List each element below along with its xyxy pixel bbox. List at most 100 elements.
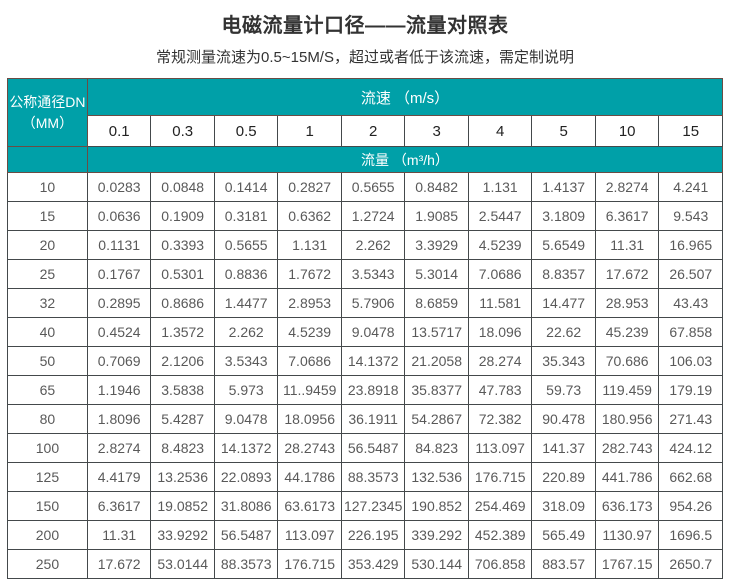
flow-value-cell: 43.43 (658, 288, 724, 318)
table-row-dn-80: 80 1.8096 5.4287 9.0478 18.0956 36.1911 54.286… (6, 404, 724, 434)
page-subtitle: 常规测量流速为0.5~15M/S，超过或者低于该流速，需定制说明 (156, 49, 574, 66)
flow-value-cell: 1.8096 (86, 404, 152, 434)
flow-value-cell: 1.2724 (340, 201, 406, 231)
flow-value-cell: 0.5655 (213, 230, 279, 260)
flow-value-cell: 5.7906 (340, 288, 406, 318)
flow-value-cell: 0.8836 (213, 259, 279, 289)
dn-value-cell: 10 (6, 172, 88, 202)
flow-value-cell: 318.09 (531, 491, 596, 521)
flow-value-cell: 7.0686 (467, 259, 533, 289)
flow-value-cell: 11.31 (594, 230, 660, 260)
dn-value-cell: 25 (6, 259, 88, 289)
flow-value-cell: 5.973 (213, 375, 279, 405)
flow-value-cell: 530.144 (404, 549, 469, 579)
flow-value-cell: 8.4823 (150, 433, 215, 463)
flow-rate-table: 公称通径DN （MM） 流速 （m/s） 0.1 0.3 0.5 1 2 3 4 5 10 15 … (6, 78, 724, 579)
flow-value-cell: 4.5239 (277, 317, 342, 347)
flow-value-cell: 18.0956 (277, 404, 342, 434)
flow-value-cell: 113.097 (467, 433, 533, 463)
flow-value-cell: 1.131 (277, 230, 342, 260)
table-row-dn-65: 65 1.1946 3.5838 5.973 11..9459 23.8918 35.837… (6, 375, 724, 405)
corner-header-dn-mm: 公称通径DN （MM） (6, 78, 88, 147)
flow-value-cell: 26.507 (658, 259, 724, 289)
flow-value-cell: 17.672 (86, 549, 152, 579)
flow-value-cell: 883.57 (531, 549, 596, 579)
flow-value-cell: 5.6549 (531, 230, 596, 260)
flow-value-cell: 0.1767 (86, 259, 152, 289)
flow-value-cell: 0.0283 (86, 172, 152, 202)
flow-value-cell: 9.0478 (213, 404, 279, 434)
velocity-column-header-0.3: 0.3 (150, 115, 215, 147)
flow-value-cell: 0.1414 (213, 172, 279, 202)
flow-value-cell: 28.953 (594, 288, 660, 318)
flow-value-cell: 0.2895 (86, 288, 152, 318)
flow-value-cell: 636.173 (594, 491, 660, 521)
flow-value-cell: 452.389 (467, 520, 533, 550)
velocity-column-header-0.1: 0.1 (86, 115, 152, 147)
table-row-dn-10: 10 0.0283 0.0848 0.1414 0.2827 0.5655 0.8482 1.… (6, 172, 724, 202)
flow-value-cell: 35.343 (531, 346, 596, 376)
flow-value-cell: 8.8357 (531, 259, 596, 289)
flow-value-cell: 14.1372 (340, 346, 406, 376)
flow-value-cell: 706.858 (467, 549, 533, 579)
flow-value-cell: 4.4179 (86, 462, 152, 492)
flow-value-cell: 6.3617 (86, 491, 152, 521)
table-row-dn-32: 32 0.2895 0.8686 1.4477 2.8953 5.7906 8.6859 11… (6, 288, 724, 318)
dn-value-cell: 200 (6, 520, 88, 550)
flow-value-cell: 0.1131 (86, 230, 152, 260)
flow-header-spacer-cell (6, 146, 88, 173)
flow-value-cell: 0.2827 (277, 172, 342, 202)
flow-value-cell: 63.6173 (277, 491, 342, 521)
flow-value-cell: 565.49 (531, 520, 596, 550)
flow-value-cell: 4.241 (658, 172, 724, 202)
flow-value-cell: 141.37 (531, 433, 596, 463)
dn-value-cell: 125 (6, 462, 88, 492)
flow-value-cell: 1.131 (467, 172, 533, 202)
flow-value-cell: 5.3014 (404, 259, 469, 289)
flow-value-cell: 176.715 (467, 462, 533, 492)
velocity-header-row: 公称通径DN （MM） 流速 （m/s） (6, 78, 724, 147)
flow-value-cell: 36.1911 (340, 404, 406, 434)
flow-value-cell: 180.956 (594, 404, 660, 434)
flow-value-cell: 6.3617 (594, 201, 660, 231)
flow-value-cell: 0.6362 (277, 201, 342, 231)
flow-value-cell: 1.4137 (531, 172, 596, 202)
velocity-columns-row: 0.1 0.3 0.5 1 2 3 4 5 10 15 (7, 115, 724, 147)
flow-value-cell: 22.0893 (213, 462, 279, 492)
dn-value-cell: 15 (6, 201, 88, 231)
table-row-dn-20: 20 0.1131 0.3393 0.5655 1.131 2.262 3.3929 4.52… (6, 230, 724, 260)
flow-value-cell: 9.543 (658, 201, 724, 231)
dn-value-cell: 20 (6, 230, 88, 260)
flow-value-cell: 18.096 (467, 317, 533, 347)
table-row-dn-250: 250 17.672 53.0144 88.3573 176.715 353.429 530… (6, 549, 724, 579)
flow-value-cell: 90.478 (531, 404, 596, 434)
flow-value-cell: 72.382 (467, 404, 533, 434)
flow-header-row: 流量 （m³/h） (6, 146, 724, 173)
velocity-column-header-4: 4 (467, 115, 533, 147)
flow-value-cell: 45.239 (594, 317, 660, 347)
flow-value-cell: 21.2058 (404, 346, 469, 376)
flow-value-cell: 3.5343 (340, 259, 406, 289)
flow-value-cell: 2.5447 (467, 201, 533, 231)
flow-value-cell: 2650.7 (658, 549, 724, 579)
flow-value-cell: 106.03 (658, 346, 724, 376)
flow-value-cell: 132.536 (404, 462, 469, 492)
flow-value-cell: 11.31 (86, 520, 152, 550)
dn-value-cell: 80 (6, 404, 88, 434)
dn-value-cell: 65 (6, 375, 88, 405)
dn-value-cell: 250 (6, 549, 88, 579)
flow-value-cell: 14.1372 (213, 433, 279, 463)
corner-header-line2: （MM） (21, 114, 74, 131)
flow-value-cell: 1130.97 (594, 520, 660, 550)
flow-value-cell: 1767.15 (594, 549, 660, 579)
flow-value-cell: 8.6859 (404, 288, 469, 318)
table-row-dn-100: 100 2.8274 8.4823 14.1372 28.2743 56.5487 84.8… (6, 433, 724, 463)
flow-value-cell: 176.715 (277, 549, 342, 579)
flow-value-cell: 2.8274 (86, 433, 152, 463)
flow-value-cell: 54.2867 (404, 404, 469, 434)
flow-value-cell: 0.1909 (150, 201, 215, 231)
flow-value-cell: 1.7672 (277, 259, 342, 289)
flow-value-cell: 88.3573 (340, 462, 406, 492)
flow-value-cell: 662.68 (658, 462, 724, 492)
table-row-dn-125: 125 4.4179 13.2536 22.0893 44.1786 88.3573 132… (6, 462, 724, 492)
